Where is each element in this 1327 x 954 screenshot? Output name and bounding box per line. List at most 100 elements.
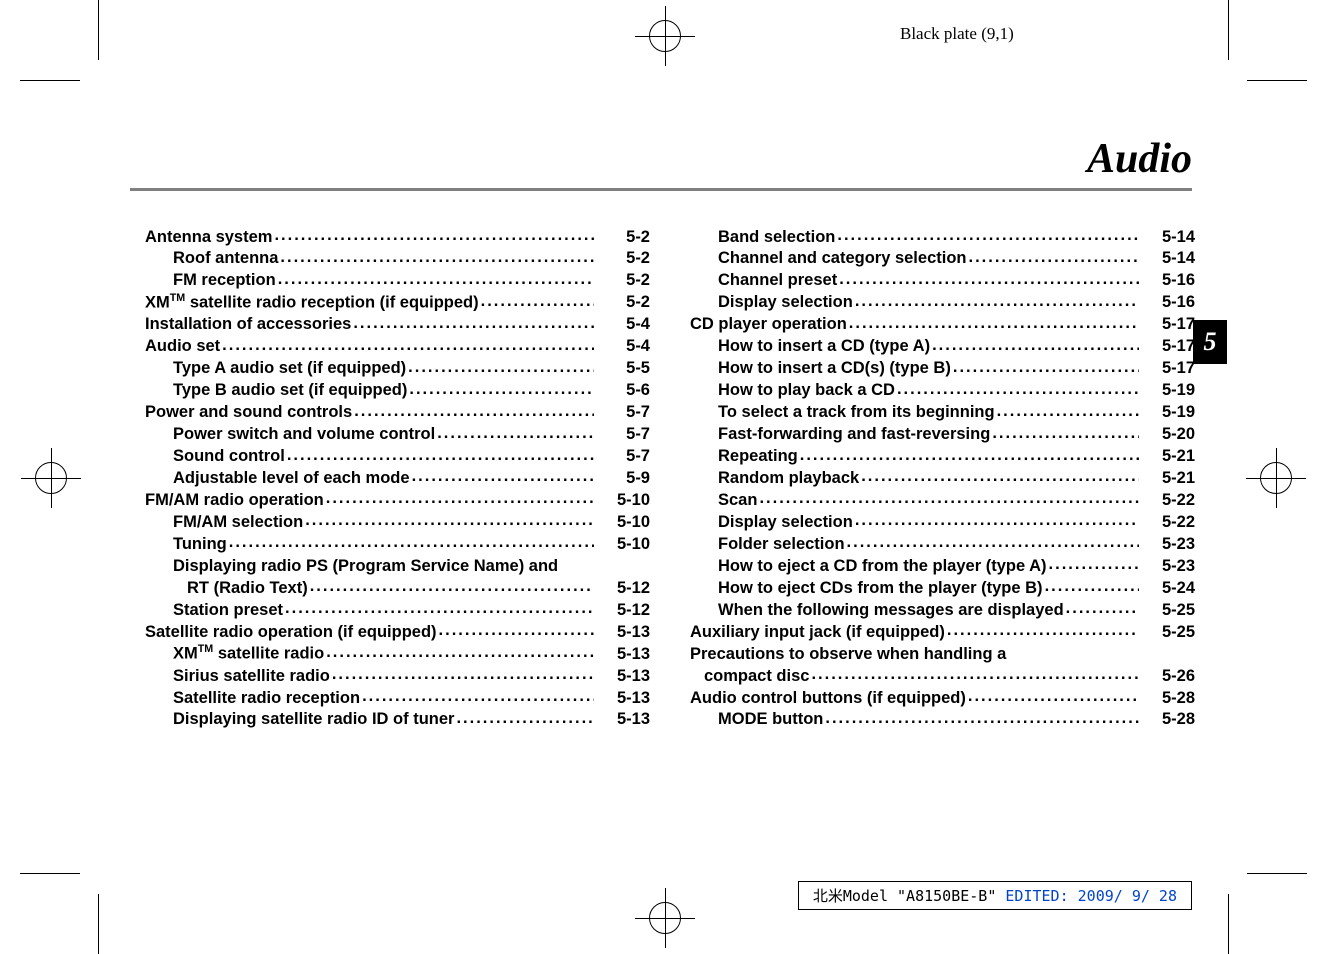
toc-row: Channel and category selection 5-14 <box>690 247 1195 269</box>
toc-row: FM/AM selection 5-10 <box>145 510 650 532</box>
toc-page: 5-13 <box>594 688 650 708</box>
toc-page: 5-17 <box>1139 358 1195 378</box>
toc-label: FM reception <box>145 270 276 290</box>
toc-label: Power and sound controls <box>145 402 352 422</box>
toc-leader <box>407 379 594 396</box>
toc-row: How to eject CDs from the player (type B… <box>690 576 1195 598</box>
toc-page: 5-28 <box>1139 709 1195 729</box>
toc-label: Audio control buttons (if equipped) <box>690 688 966 708</box>
toc-leader <box>809 664 1139 681</box>
toc-column-left: Antenna system 5-2Roof antenna 5-2 FM rec… <box>145 225 650 730</box>
toc-row: Auxiliary input jack (if equipped) 5-25 <box>690 620 1195 642</box>
toc-page: 5-2 <box>594 292 650 312</box>
toc-label: Satellite radio reception <box>145 688 360 708</box>
toc-leader <box>966 686 1139 703</box>
toc-row: Antenna system 5-2 <box>145 225 650 247</box>
toc-row: Station preset 5-12 <box>145 598 650 620</box>
toc-page: 5-23 <box>1139 556 1195 576</box>
toc-page: 5-10 <box>594 490 650 510</box>
toc-row: To select a track from its beginning 5-1… <box>690 401 1195 423</box>
toc-leader <box>1047 554 1139 571</box>
toc-page: 5-17 <box>1139 314 1195 334</box>
toc-label: XMTM satellite radio reception (if equip… <box>145 292 479 313</box>
toc-page: 5-7 <box>594 446 650 466</box>
toc-label: How to insert a CD (type A) <box>690 336 930 356</box>
toc-row: Adjustable level of each mode 5-9 <box>145 466 650 488</box>
toc-leader <box>757 488 1139 505</box>
toc-label: How to play back a CD <box>690 380 895 400</box>
toc-page: 5-16 <box>1139 270 1195 290</box>
plate-label: Black plate (9,1) <box>900 24 1014 44</box>
toc-label: Type A audio set (if equipped) <box>145 358 406 378</box>
toc-leader <box>410 466 594 483</box>
toc-row: Repeating 5-21 <box>690 445 1195 467</box>
toc-label: Type B audio set (if equipped) <box>145 380 407 400</box>
toc-leader <box>435 423 594 440</box>
toc-page: 5-25 <box>1139 622 1195 642</box>
toc-label: Display selection <box>690 292 853 312</box>
toc-row: Display selection 5-22 <box>690 510 1195 532</box>
registration-mark <box>1260 462 1292 494</box>
toc-row: Tuning 5-10 <box>145 532 650 554</box>
title-rule <box>130 188 1192 191</box>
toc-page: 5-12 <box>594 600 650 620</box>
toc-leader <box>837 269 1139 286</box>
toc-page: 5-13 <box>594 644 650 664</box>
toc-row: Power switch and volume control 5-7 <box>145 423 650 445</box>
toc-page: 5-10 <box>594 512 650 532</box>
toc-label: Displaying radio PS (Program Service Nam… <box>145 556 558 576</box>
toc-leader <box>951 357 1139 374</box>
toc-label: How to eject CDs from the player (type B… <box>690 578 1043 598</box>
toc-page: 5-7 <box>594 424 650 444</box>
toc-leader <box>845 532 1139 549</box>
toc-label: Channel and category selection <box>690 248 966 268</box>
toc-label: Random playback <box>690 468 859 488</box>
toc-row: Fast-forwarding and fast-reversing 5-20 <box>690 423 1195 445</box>
toc-page: 5-16 <box>1139 292 1195 312</box>
toc-label: Station preset <box>145 600 283 620</box>
toc-label: Scan <box>690 490 757 510</box>
toc-leader <box>966 247 1139 264</box>
toc-label: Adjustable level of each mode <box>145 468 410 488</box>
toc-row: MODE button 5-28 <box>690 708 1195 730</box>
footer-prefix: 北米Model "A8150BE-B" <box>813 887 1006 905</box>
toc-row: How to eject a CD from the player (type … <box>690 554 1195 576</box>
toc-label: XMTM satellite radio <box>145 643 324 664</box>
toc-page: 5-2 <box>594 227 650 247</box>
toc-label: Satellite radio operation (if equipped) <box>145 622 437 642</box>
toc-page: 5-13 <box>594 709 650 729</box>
toc-row: Displaying satellite radio ID of tuner 5… <box>145 708 650 730</box>
toc-leader <box>278 247 594 264</box>
toc-row: Display selection 5-16 <box>690 291 1195 313</box>
toc-row: CD player operation 5-17 <box>690 313 1195 335</box>
toc-label: RT (Radio Text) <box>145 578 308 598</box>
toc-leader <box>930 335 1139 352</box>
toc-page: 5-5 <box>594 358 650 378</box>
toc-label: MODE button <box>690 709 823 729</box>
toc-leader <box>823 708 1139 725</box>
toc-page: 5-2 <box>594 270 650 290</box>
toc-row: Displaying radio PS (Program Service Nam… <box>145 554 650 576</box>
toc-label: FM/AM radio operation <box>145 490 324 510</box>
toc-label: Roof antenna <box>145 248 278 268</box>
toc-leader <box>995 401 1139 418</box>
toc-leader <box>285 445 594 462</box>
toc-row: Type B audio set (if equipped) 5-6 <box>145 379 650 401</box>
toc-row: Audio control buttons (if equipped) 5-28 <box>690 686 1195 708</box>
toc-leader <box>303 510 594 527</box>
toc: Antenna system 5-2Roof antenna 5-2 FM rec… <box>145 225 1195 730</box>
toc-row: Channel preset 5-16 <box>690 269 1195 291</box>
toc-leader <box>454 708 594 725</box>
toc-page: 5-7 <box>594 402 650 422</box>
toc-label: Power switch and volume control <box>145 424 435 444</box>
toc-label: Installation of accessories <box>145 314 351 334</box>
crop-mark <box>1247 80 1307 81</box>
toc-row: How to insert a CD (type A) 5-17 <box>690 335 1195 357</box>
crop-mark <box>20 80 80 81</box>
toc-leader <box>990 423 1139 440</box>
toc-leader <box>276 269 594 286</box>
crop-mark <box>20 873 80 874</box>
toc-row: Sound control 5-7 <box>145 445 650 467</box>
toc-page: 5-21 <box>1139 468 1195 488</box>
toc-row: Satellite radio operation (if equipped) … <box>145 620 650 642</box>
